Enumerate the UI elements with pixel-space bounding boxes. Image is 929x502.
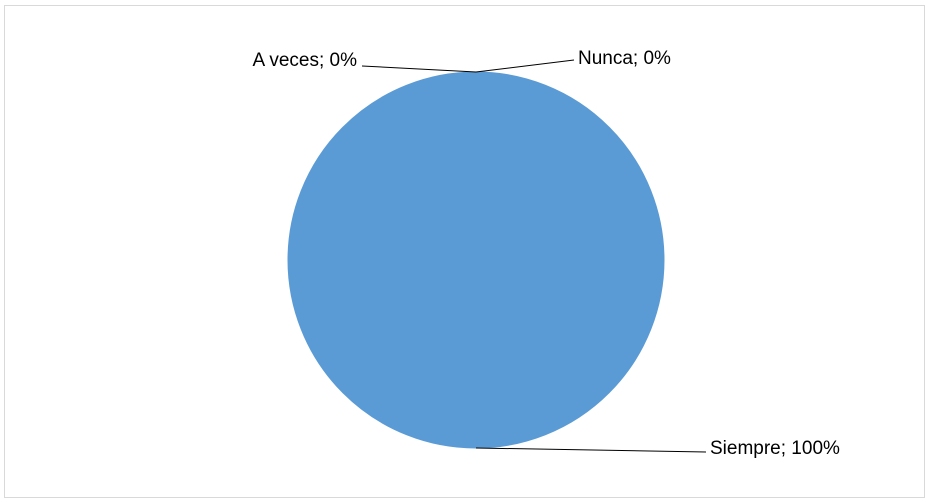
data-label-a-veces: A veces; 0% [252,50,357,71]
data-label-siempre: Siempre; 100% [710,438,840,459]
leader-lines [361,59,707,453]
leader-line-nunca [475,59,575,73]
pie-slice-siempre [286,70,666,450]
leader-line-siempre [475,447,707,453]
data-labels: A veces; 0% Nunca; 0% Siempre; 100% [252,48,840,459]
pie-slices [286,70,666,450]
data-label-nunca: Nunca; 0% [578,48,671,69]
leader-line-a-veces [361,65,477,73]
